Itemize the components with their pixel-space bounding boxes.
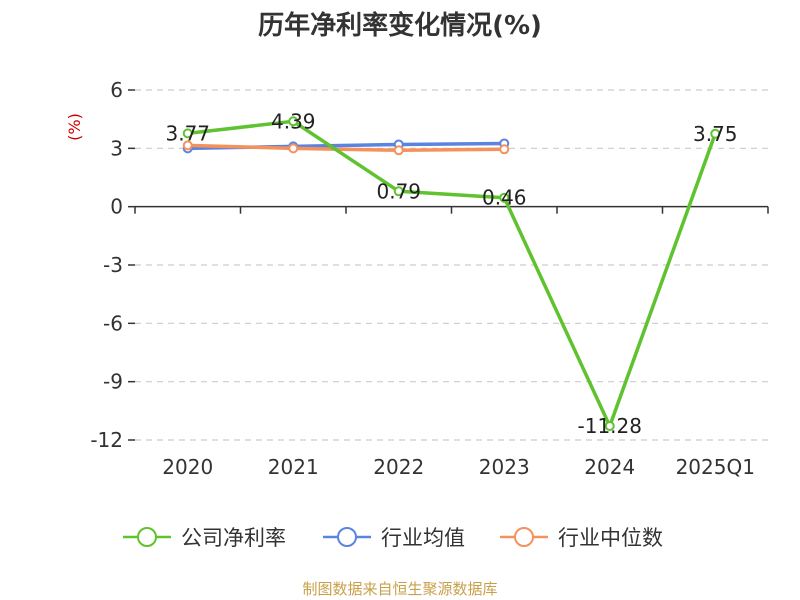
x-axis-ticks: 2020 2021 2022 2023 2024 2025Q1 [162, 455, 755, 479]
data-point [393, 145, 404, 156]
y-axis-label: (%) [65, 113, 84, 141]
x-tick-label: 2023 [479, 455, 530, 479]
data-label: 3.77 [165, 121, 210, 145]
series-lines [182, 116, 721, 431]
x-tick-label: 2025Q1 [676, 455, 755, 479]
x-tick-label: 2022 [373, 455, 424, 479]
data-point [288, 143, 299, 154]
data-label: 0.79 [376, 179, 421, 203]
data-point [604, 421, 615, 431]
legend-marker [337, 527, 357, 547]
legend-marker [137, 527, 157, 547]
legend: 公司净利率 行业均值 行业中位数 [123, 526, 663, 550]
y-tick-label: -12 [90, 428, 123, 452]
y-tick-label: 6 [110, 78, 123, 102]
y-tick-label: 0 [110, 195, 123, 219]
y-tick-label: 3 [110, 136, 123, 160]
data-label: 4.39 [271, 109, 316, 133]
source-note: 制图数据来自恒生聚源数据库 [302, 580, 497, 598]
data-labels: 3.77 4.39 0.79 0.46 -11.28 3.75 [165, 109, 737, 438]
series-line [187, 119, 717, 428]
chart-title: 历年净利率变化情况(%) [258, 10, 542, 41]
series-line [187, 143, 505, 153]
data-label: 3.75 [693, 122, 738, 146]
y-axis-ticks: 6 3 0 -3 -6 -9 -12 [90, 78, 135, 452]
y-tick-label: -3 [103, 253, 123, 277]
legend-marker [514, 527, 534, 547]
legend-label: 行业中位数 [558, 526, 663, 550]
data-point [182, 128, 193, 139]
data-point [499, 144, 510, 155]
x-tick-label: 2020 [162, 455, 213, 479]
y-tick-label: -9 [103, 370, 123, 394]
x-axis [134, 205, 769, 214]
data-point [182, 140, 193, 151]
data-point [288, 116, 299, 127]
data-label: -11.28 [578, 414, 642, 438]
data-point [710, 128, 721, 139]
x-tick-label: 2024 [584, 455, 635, 479]
data-point [499, 192, 510, 203]
legend-label: 公司净利率 [181, 526, 286, 550]
legend-label: 行业均值 [381, 526, 465, 550]
data-point [393, 186, 404, 197]
y-tick-label: -6 [103, 311, 123, 335]
x-tick-label: 2021 [268, 455, 319, 479]
data-label: 0.46 [482, 186, 527, 210]
